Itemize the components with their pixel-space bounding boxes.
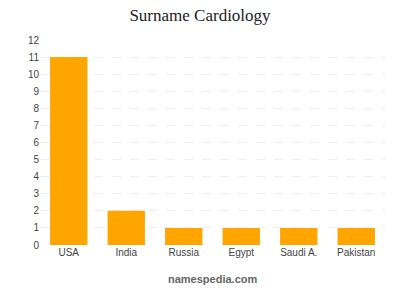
svg-text:Saudi A.: Saudi A. (280, 247, 317, 258)
svg-text:8: 8 (33, 103, 39, 114)
svg-text:5: 5 (33, 154, 39, 165)
svg-text:Egypt: Egypt (228, 247, 254, 258)
svg-text:0: 0 (33, 240, 39, 251)
svg-text:10: 10 (28, 69, 40, 80)
svg-text:7: 7 (33, 120, 39, 131)
svg-text:India: India (115, 247, 137, 258)
svg-text:6: 6 (33, 137, 39, 148)
svg-text:1: 1 (33, 222, 39, 233)
svg-text:Russia: Russia (168, 247, 199, 258)
svg-text:USA: USA (58, 247, 79, 258)
svg-text:9: 9 (33, 86, 39, 97)
svg-text:11: 11 (29, 52, 40, 63)
svg-text:4: 4 (33, 171, 39, 182)
svg-text:Pakistan: Pakistan (337, 247, 375, 258)
svg-text:namespedia.com: namespedia.com (168, 273, 257, 285)
svg-text:12: 12 (28, 35, 40, 46)
svg-text:2: 2 (33, 205, 39, 216)
svg-text:Surname Cardiology: Surname Cardiology (129, 6, 271, 25)
svg-text:3: 3 (33, 188, 39, 199)
